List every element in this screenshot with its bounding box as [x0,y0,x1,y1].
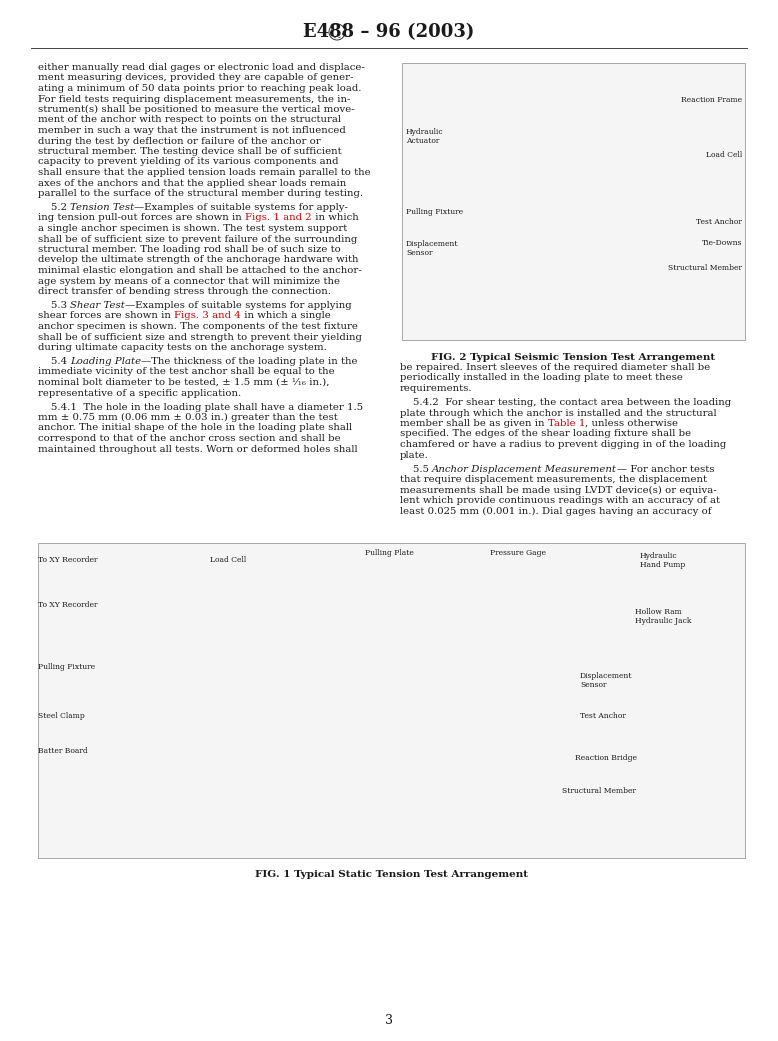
Text: Load Cell: Load Cell [210,556,247,564]
Text: minimal elastic elongation and shall be attached to the anchor-: minimal elastic elongation and shall be … [38,266,362,275]
Text: Loading Plate: Loading Plate [70,357,142,366]
Text: measurements shall be made using LVDT device(s) or equiva-: measurements shall be made using LVDT de… [400,485,717,494]
Text: 5.2: 5.2 [38,203,70,212]
Text: either manually read dial gages or electronic load and displace-: either manually read dial gages or elect… [38,64,365,72]
Text: For field tests requiring displacement measurements, the in-: For field tests requiring displacement m… [38,95,350,103]
Text: in which: in which [312,213,359,223]
Text: Pulling Plate: Pulling Plate [365,549,414,557]
Text: Hollow Ram
Hydraulic Jack: Hollow Ram Hydraulic Jack [635,608,692,626]
Text: ating a minimum of 50 data points prior to reaching peak load.: ating a minimum of 50 data points prior … [38,84,362,93]
Text: , unless otherwise: , unless otherwise [585,418,678,428]
Text: 5.5: 5.5 [400,464,433,474]
Text: age system by means of a connector that will minimize the: age system by means of a connector that … [38,277,340,285]
Text: To XY Recorder: To XY Recorder [38,601,97,609]
Text: 5.3: 5.3 [38,301,70,310]
Text: FIG. 1 Typical Static Tension Test Arrangement: FIG. 1 Typical Static Tension Test Arran… [255,870,528,879]
Text: plate through which the anchor is installed and the structural: plate through which the anchor is instal… [400,408,717,417]
Text: strument(s) shall be positioned to measure the vertical move-: strument(s) shall be positioned to measu… [38,105,355,115]
Text: ment measuring devices, provided they are capable of gener-: ment measuring devices, provided they ar… [38,74,353,82]
Text: Hydraulic
Actuator: Hydraulic Actuator [406,128,443,145]
Text: Test Anchor: Test Anchor [696,218,742,226]
Text: Reaction Bridge: Reaction Bridge [575,754,637,762]
Text: direct transfer of bending stress through the connection.: direct transfer of bending stress throug… [38,287,331,296]
Text: immediate vicinity of the test anchor shall be equal to the: immediate vicinity of the test anchor sh… [38,367,335,377]
Text: Table 1: Table 1 [548,418,585,428]
Text: parallel to the surface of the structural member during testing.: parallel to the surface of the structura… [38,189,363,198]
Bar [38,543,745,858]
Text: correspond to that of the anchor cross section and shall be: correspond to that of the anchor cross s… [38,434,341,443]
Text: 5.4.2  For shear testing, the contact area between the loading: 5.4.2 For shear testing, the contact are… [400,398,731,407]
Text: Displacement
Sensor: Displacement Sensor [580,672,633,689]
Text: anchor specimen is shown. The components of the test fixture: anchor specimen is shown. The components… [38,322,358,331]
Text: maintained throughout all tests. Worn or deformed holes shall: maintained throughout all tests. Worn or… [38,445,358,454]
Text: Hydraulic
Hand Pump: Hydraulic Hand Pump [640,552,685,569]
Text: Anchor Displacement Measurement: Anchor Displacement Measurement [433,464,617,474]
Text: Tension Test: Tension Test [70,203,135,212]
Text: a single anchor specimen is shown. The test system support: a single anchor specimen is shown. The t… [38,224,347,233]
Text: Test Anchor: Test Anchor [580,712,626,720]
Text: Batter Board: Batter Board [38,747,88,755]
Text: during the test by deflection or failure of the anchor or: during the test by deflection or failure… [38,136,321,146]
Text: ing tension pull-out forces are shown in: ing tension pull-out forces are shown in [38,213,245,223]
Text: 3: 3 [385,1014,393,1026]
Text: specified. The edges of the shear loading fixture shall be: specified. The edges of the shear loadin… [400,430,691,438]
Text: capacity to prevent yielding of its various components and: capacity to prevent yielding of its vari… [38,157,338,167]
Text: To XY Recorder: To XY Recorder [38,556,97,564]
Text: structural member. The testing device shall be of sufficient: structural member. The testing device sh… [38,147,342,156]
Bar [402,64,745,340]
Text: shall ensure that the applied tension loads remain parallel to the: shall ensure that the applied tension lo… [38,168,370,177]
Text: structural member. The loading rod shall be of such size to: structural member. The loading rod shall… [38,245,341,254]
Text: —Examples of suitable systems for applying: —Examples of suitable systems for applyi… [125,301,352,310]
Text: Pressure Gage: Pressure Gage [490,549,546,557]
Text: nominal bolt diameter to be tested, ± 1.5 mm (± ¹⁄₁₆ in.),: nominal bolt diameter to be tested, ± 1.… [38,378,330,387]
Text: member in such a way that the instrument is not influenced: member in such a way that the instrument… [38,126,345,135]
Text: Tie-Downs: Tie-Downs [702,239,742,247]
Text: Structural Member: Structural Member [562,787,636,795]
Text: that require displacement measurements, the displacement: that require displacement measurements, … [400,475,707,484]
Text: Pulling Fixture: Pulling Fixture [38,663,95,671]
Text: during ultimate capacity tests on the anchorage system.: during ultimate capacity tests on the an… [38,342,327,352]
Text: least 0.025 mm (0.001 in.). Dial gages having an accuracy of: least 0.025 mm (0.001 in.). Dial gages h… [400,507,712,515]
Text: Load Cell: Load Cell [706,151,742,159]
Text: anchor. The initial shape of the hole in the loading plate shall: anchor. The initial shape of the hole in… [38,424,352,432]
Text: Shear Test: Shear Test [70,301,125,310]
Text: —Examples of suitable systems for apply-: —Examples of suitable systems for apply- [135,203,349,212]
Text: chamfered or have a radius to prevent digging in of the loading: chamfered or have a radius to prevent di… [400,440,726,449]
Text: Steel Clamp: Steel Clamp [38,712,85,720]
Text: mm ± 0.75 mm (0.06 mm ± 0.03 in.) greater than the test: mm ± 0.75 mm (0.06 mm ± 0.03 in.) greate… [38,413,338,422]
Text: requirements.: requirements. [400,384,472,393]
Text: — For anchor tests: — For anchor tests [617,464,715,474]
Text: Reaction Frame: Reaction Frame [681,96,742,104]
Text: 5.4.1  The hole in the loading plate shall have a diameter 1.5: 5.4.1 The hole in the loading plate shal… [38,403,363,411]
Text: Structural Member: Structural Member [668,264,742,272]
Text: shall be of sufficient size to prevent failure of the surrounding: shall be of sufficient size to prevent f… [38,234,357,244]
Text: shall be of sufficient size and strength to prevent their yielding: shall be of sufficient size and strength… [38,332,362,341]
Text: periodically installed in the loading plate to meet these: periodically installed in the loading pl… [400,374,683,382]
Text: in which a single: in which a single [241,311,331,321]
Text: Figs. 3 and 4: Figs. 3 and 4 [174,311,241,321]
Text: be repaired. Insert sleeves of the required diameter shall be: be repaired. Insert sleeves of the requi… [400,363,710,372]
Text: lent which provide continuous readings with an accuracy of at: lent which provide continuous readings w… [400,496,720,505]
Text: plate.: plate. [400,451,429,459]
Text: E488 – 96 (2003): E488 – 96 (2003) [303,23,475,41]
Text: shear forces are shown in: shear forces are shown in [38,311,174,321]
Text: —The thickness of the loading plate in the: —The thickness of the loading plate in t… [142,357,358,366]
Text: develop the ultimate strength of the anchorage hardware with: develop the ultimate strength of the anc… [38,255,359,264]
Text: Pulling Fixture: Pulling Fixture [406,208,463,215]
Text: Figs. 1 and 2: Figs. 1 and 2 [245,213,312,223]
Text: ment of the anchor with respect to points on the structural: ment of the anchor with respect to point… [38,116,341,125]
Text: 5.4: 5.4 [38,357,70,366]
Text: member shall be as given in: member shall be as given in [400,418,548,428]
Text: Displacement
Sensor: Displacement Sensor [406,240,458,257]
Text: FIG. 2 Typical Seismic Tension Test Arrangement: FIG. 2 Typical Seismic Tension Test Arra… [432,353,716,362]
Text: representative of a specific application.: representative of a specific application… [38,388,241,398]
Text: axes of the anchors and that the applied shear loads remain: axes of the anchors and that the applied… [38,178,346,187]
